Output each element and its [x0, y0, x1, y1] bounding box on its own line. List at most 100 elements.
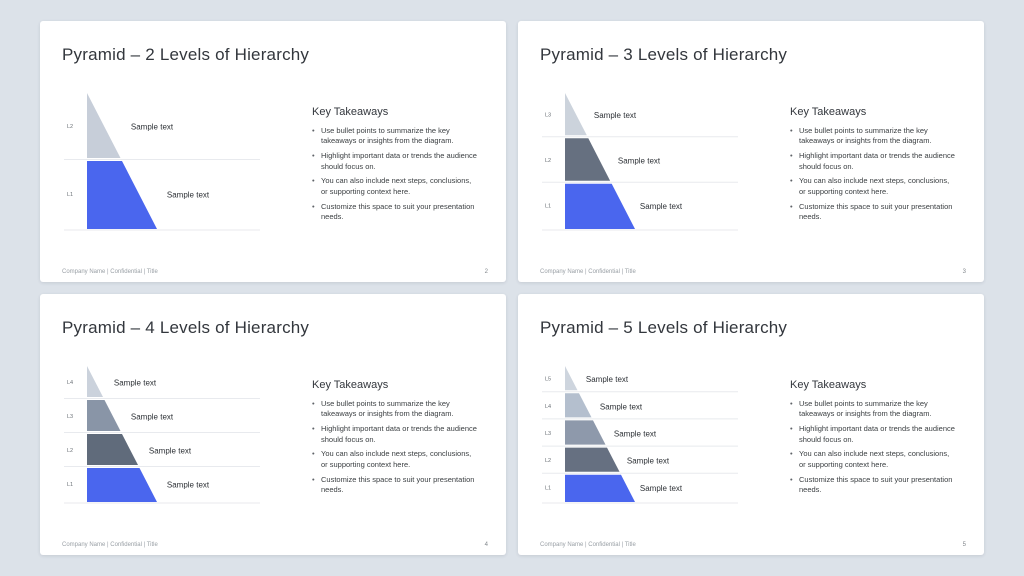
level-sample-text: Sample text	[131, 413, 174, 422]
level-sample-text: Sample text	[640, 202, 683, 211]
bullet-icon: •	[312, 126, 315, 135]
key-takeaways: Key Takeaways • Use bullet points to summ…	[312, 106, 478, 227]
level-sample-text: Sample text	[640, 484, 683, 493]
key-takeaways: Key Takeaways • Use bullet points to summ…	[312, 379, 478, 500]
pyramid-level-shape	[565, 420, 606, 445]
footer-meta: Company Name | Confidential | Title	[62, 542, 158, 548]
pyramid-level-shape	[87, 400, 121, 431]
level-sample-text: Sample text	[167, 481, 210, 490]
takeaway-bullet: • Highlight important data or trends the …	[312, 151, 478, 172]
pyramid-level-shape	[565, 93, 587, 136]
takeaway-text: You can also include next steps, conclus…	[321, 176, 472, 196]
pyramid-level-shape	[565, 393, 592, 418]
bullet-icon: •	[312, 474, 315, 484]
bullet-icon: •	[790, 151, 793, 161]
pyramid-level-shape	[565, 474, 635, 502]
level-label: L2	[67, 448, 73, 454]
level-sample-text: Sample text	[114, 379, 157, 388]
takeaway-bullet: • Use bullet points to summarize the key …	[312, 399, 478, 420]
takeaway-text: Highlight important data or trends the a…	[799, 424, 955, 444]
key-takeaways: Key Takeaways • Use bullet points to summ…	[790, 379, 956, 500]
bullet-icon: •	[790, 176, 793, 186]
key-takeaways-heading: Key Takeaways	[790, 379, 867, 391]
takeaway-text: You can also include next steps, conclus…	[799, 449, 950, 469]
level-label: L3	[545, 431, 551, 437]
pyramid-diagram: L5 L4 L3 L2 L1 Sample text Sample text S…	[542, 366, 738, 504]
footer-meta: Company Name | Confidential | Title	[540, 542, 636, 548]
slide-pyramid-4-levels[interactable]: Pyramid – 4 Levels of Hierarchy L4 L3 L2…	[40, 294, 506, 555]
pyramid-level-shape	[565, 447, 620, 472]
bullet-icon: •	[312, 201, 315, 211]
bullet-icon: •	[312, 399, 315, 408]
takeaway-text: Customize this space to suit your presen…	[321, 201, 475, 221]
slide-footer: Company Name | Confidential | Title 2	[62, 269, 488, 275]
takeaway-bullet: • Use bullet points to summarize the key …	[312, 126, 478, 147]
takeaway-bullet: • Customize this space to suit your prese…	[312, 475, 478, 496]
level-sample-text: Sample text	[618, 157, 661, 166]
takeaway-text: Highlight important data or trends the a…	[321, 424, 477, 444]
bullet-icon: •	[790, 126, 793, 135]
slide-footer: Company Name | Confidential | Title 4	[62, 542, 488, 548]
slide-title: Pyramid – 4 Levels of Hierarchy	[62, 318, 310, 337]
slide-footer: Company Name | Confidential | Title 5	[540, 542, 966, 548]
pyramid-level-shape	[87, 468, 157, 502]
takeaway-bullet: • Use bullet points to summarize the key …	[790, 126, 956, 147]
bullet-icon: •	[790, 201, 793, 211]
bullet-icon: •	[312, 449, 315, 459]
takeaway-bullet: • Customize this space to suit your prese…	[790, 475, 956, 496]
level-label: L1	[67, 192, 73, 198]
level-label: L4	[67, 380, 73, 386]
takeaway-text: You can also include next steps, conclus…	[321, 449, 472, 469]
pyramid-level-shape	[87, 161, 157, 229]
takeaway-text: Highlight important data or trends the a…	[321, 151, 477, 171]
level-label: L2	[67, 124, 73, 130]
level-label: L2	[545, 458, 551, 464]
pyramid-level-shape	[87, 366, 103, 397]
level-label: L1	[545, 203, 551, 209]
level-label: L3	[545, 113, 551, 119]
slide-pyramid-5-levels[interactable]: Pyramid – 5 Levels of Hierarchy L5 L4 L3…	[518, 294, 984, 555]
takeaway-text: Use bullet points to summarize the key t…	[321, 126, 454, 146]
takeaway-bullet: • Customize this space to suit your prese…	[312, 202, 478, 223]
takeaway-text: Use bullet points to summarize the key t…	[321, 399, 454, 419]
bullet-icon: •	[312, 424, 315, 434]
takeaway-bullet: • Highlight important data or trends the …	[790, 151, 956, 172]
slide-pyramid-2-levels[interactable]: Pyramid – 2 Levels of Hierarchy L2 L1 Sa…	[40, 21, 506, 282]
slide-title: Pyramid – 2 Levels of Hierarchy	[62, 45, 310, 64]
page-number: 2	[484, 269, 488, 275]
bullet-icon: •	[312, 151, 315, 161]
takeaway-text: You can also include next steps, conclus…	[799, 176, 950, 196]
pyramid-diagram: L4 L3 L2 L1 Sample text Sample text Samp…	[64, 366, 260, 504]
level-sample-text: Sample text	[594, 111, 637, 120]
takeaway-bullet: • Highlight important data or trends the …	[312, 424, 478, 445]
takeaway-bullet: • Use bullet points to summarize the key …	[790, 399, 956, 420]
page-number: 3	[962, 269, 966, 275]
page-number: 5	[962, 542, 966, 548]
level-label: L1	[67, 482, 73, 488]
bullet-icon: •	[312, 176, 315, 186]
level-sample-text: Sample text	[627, 457, 670, 466]
slide-title: Pyramid – 3 Levels of Hierarchy	[540, 45, 788, 64]
pyramid-level-shape	[87, 434, 138, 465]
footer-meta: Company Name | Confidential | Title	[540, 269, 636, 275]
takeaway-text: Customize this space to suit your presen…	[799, 201, 953, 221]
takeaway-bullet: • Highlight important data or trends the …	[790, 424, 956, 445]
takeaway-text: Customize this space to suit your presen…	[799, 474, 953, 494]
slide-pyramid-3-levels[interactable]: Pyramid – 3 Levels of Hierarchy L3 L2 L1…	[518, 21, 984, 282]
takeaway-bullet: • You can also include next steps, conclu…	[312, 449, 478, 470]
level-sample-text: Sample text	[131, 123, 174, 132]
pyramid-level-shape	[565, 366, 578, 391]
pyramid-diagram: L2 L1 Sample text Sample text	[64, 93, 260, 231]
key-takeaways: Key Takeaways • Use bullet points to summ…	[790, 106, 956, 227]
level-label: L4	[545, 404, 551, 410]
bullet-icon: •	[790, 449, 793, 459]
bullet-icon: •	[790, 424, 793, 434]
takeaway-text: Highlight important data or trends the a…	[799, 151, 955, 171]
slide-title: Pyramid – 5 Levels of Hierarchy	[540, 318, 788, 337]
level-sample-text: Sample text	[149, 447, 192, 456]
level-label: L5	[545, 377, 551, 383]
bullet-icon: •	[790, 399, 793, 408]
key-takeaways-heading: Key Takeaways	[312, 379, 389, 391]
key-takeaways-heading: Key Takeaways	[790, 106, 867, 118]
